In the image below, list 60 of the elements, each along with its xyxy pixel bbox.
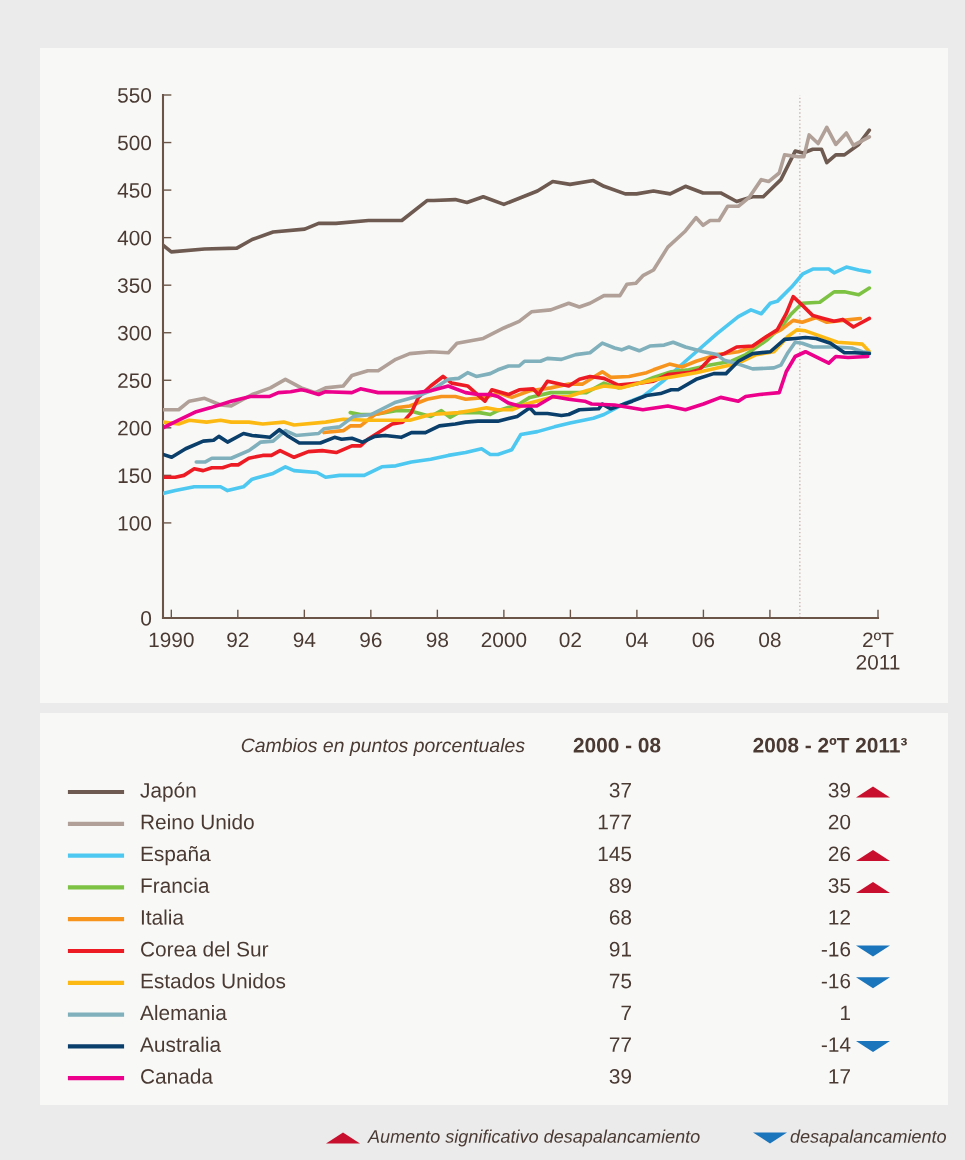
x-tick-label: 96 (360, 632, 382, 648)
text: 17 (829, 1069, 850, 1084)
text: 7 (621, 1005, 631, 1020)
text: 20 (828, 814, 851, 830)
legend-label: España (141, 846, 211, 866)
text: 2008 - 2ºT 2011³ (753, 737, 907, 753)
text: 2000 - 08 (573, 737, 661, 753)
x-tick-label: 08 (759, 632, 781, 648)
y-tick-label: 100 (118, 515, 152, 531)
legend-label: Francia (141, 877, 210, 893)
text: 1 (841, 1005, 850, 1020)
text: Cambios en puntos porcentuales (241, 737, 525, 757)
legend-label: Japón (140, 782, 196, 802)
x-tick-label: 06 (692, 632, 715, 648)
legend-label: Italia (141, 909, 185, 925)
text: 35 (828, 878, 851, 893)
text: 39 (828, 782, 851, 798)
x-tick-label: 2ºT 2011 (856, 632, 900, 670)
y-tick-label: 0 (141, 611, 152, 626)
text: 75 (609, 973, 632, 989)
x-tick-label: 2000 (481, 632, 527, 648)
line-series (163, 125, 872, 412)
line-series (163, 349, 870, 430)
x-tick-label: 92 (227, 632, 249, 648)
text: 26 (828, 846, 851, 862)
text: 145 (598, 846, 632, 862)
text: 12 (829, 910, 850, 925)
text: 39 (609, 1069, 632, 1084)
y-tick-label: 300 (117, 325, 152, 341)
y-tick-label: 550 (117, 88, 152, 103)
y-tick-label: 200 (118, 420, 152, 436)
x-tick-label: 1990 (149, 632, 194, 648)
y-tick-label: 500 (117, 135, 152, 151)
x-tick-label: 04 (626, 632, 648, 648)
text: Aumento significativo desapalancamiento (367, 1129, 700, 1147)
text: -16 (821, 941, 851, 957)
text: desapalancamiento (790, 1129, 947, 1147)
text: 89 (609, 878, 632, 893)
y-tick-label: 450 (117, 183, 152, 198)
legend-label: Reino Unido (141, 814, 254, 830)
text: 37 (609, 782, 631, 798)
text: 91 (609, 941, 631, 957)
text: 77 (609, 1037, 631, 1052)
y-tick-label: 250 (118, 373, 152, 389)
legend-label: Canada (141, 1068, 213, 1084)
line-series (163, 265, 872, 496)
text: -14 (821, 1037, 851, 1052)
x-tick-label: 02 (559, 632, 581, 648)
text: 68 (609, 910, 632, 925)
legend-label: Corea del Sur (141, 941, 269, 957)
text: -16 (821, 973, 851, 989)
text: 177 (598, 814, 631, 830)
x-tick-label: 94 (293, 632, 316, 648)
x-tick-label: 98 (426, 632, 449, 648)
y-tick-label: 350 (117, 278, 152, 293)
y-tick-label: 150 (118, 468, 152, 484)
legend-label: Estados Unidos (141, 973, 286, 989)
legend-label: Australia (140, 1036, 222, 1052)
y-tick-label: 400 (117, 230, 152, 246)
legend-label: Alemania (140, 1004, 227, 1021)
